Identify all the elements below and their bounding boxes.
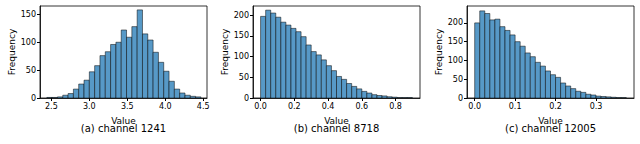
svg-text:0.2: 0.2 [288, 102, 301, 111]
svg-text:150: 150 [21, 10, 36, 19]
svg-text:(a) channel 1241: (a) channel 1241 [80, 122, 167, 134]
svg-text:100: 100 [234, 52, 249, 61]
svg-text:0.3: 0.3 [590, 102, 603, 111]
svg-text:150: 150 [448, 37, 463, 46]
svg-text:0: 0 [244, 94, 249, 103]
svg-text:0.4: 0.4 [322, 102, 335, 111]
svg-text:100: 100 [21, 38, 36, 47]
svg-text:50: 50 [26, 66, 36, 75]
svg-text:0: 0 [458, 94, 463, 103]
svg-text:Frequency: Frequency [7, 28, 17, 75]
svg-text:Frequency: Frequency [220, 28, 230, 75]
svg-text:50: 50 [239, 73, 249, 82]
svg-text:150: 150 [234, 31, 249, 40]
svg-text:0: 0 [31, 94, 36, 103]
svg-text:4.0: 4.0 [159, 102, 172, 111]
svg-text:(b) channel 8718: (b) channel 8718 [293, 122, 380, 134]
svg-text:0.0: 0.0 [254, 102, 267, 111]
svg-text:3.0: 3.0 [83, 102, 96, 111]
svg-text:0.0: 0.0 [468, 102, 481, 111]
svg-text:0.8: 0.8 [389, 102, 402, 111]
svg-text:Value: Value [111, 116, 136, 126]
svg-text:0.6: 0.6 [355, 102, 368, 111]
svg-text:0.2: 0.2 [549, 102, 562, 111]
svg-text:Frequency: Frequency [434, 28, 444, 75]
svg-text:(c) channel 12005: (c) channel 12005 [505, 122, 596, 134]
svg-text:4.5: 4.5 [197, 102, 210, 111]
svg-text:3.5: 3.5 [121, 102, 134, 111]
svg-text:2.5: 2.5 [45, 102, 58, 111]
svg-text:100: 100 [448, 56, 463, 65]
svg-text:Value: Value [538, 116, 563, 126]
svg-text:0.1: 0.1 [509, 102, 522, 111]
svg-text:200: 200 [234, 11, 249, 20]
svg-text:200: 200 [448, 18, 463, 27]
svg-text:Value: Value [324, 116, 349, 126]
svg-text:50: 50 [453, 75, 463, 84]
